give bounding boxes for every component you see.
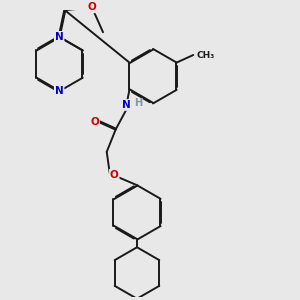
Text: O: O <box>90 117 99 127</box>
Text: N: N <box>55 32 64 42</box>
Text: H: H <box>134 98 142 108</box>
Text: O: O <box>110 169 119 180</box>
Text: O: O <box>88 2 96 12</box>
Text: CH₃: CH₃ <box>196 50 214 59</box>
Text: N: N <box>122 100 131 110</box>
Text: N: N <box>55 86 64 96</box>
